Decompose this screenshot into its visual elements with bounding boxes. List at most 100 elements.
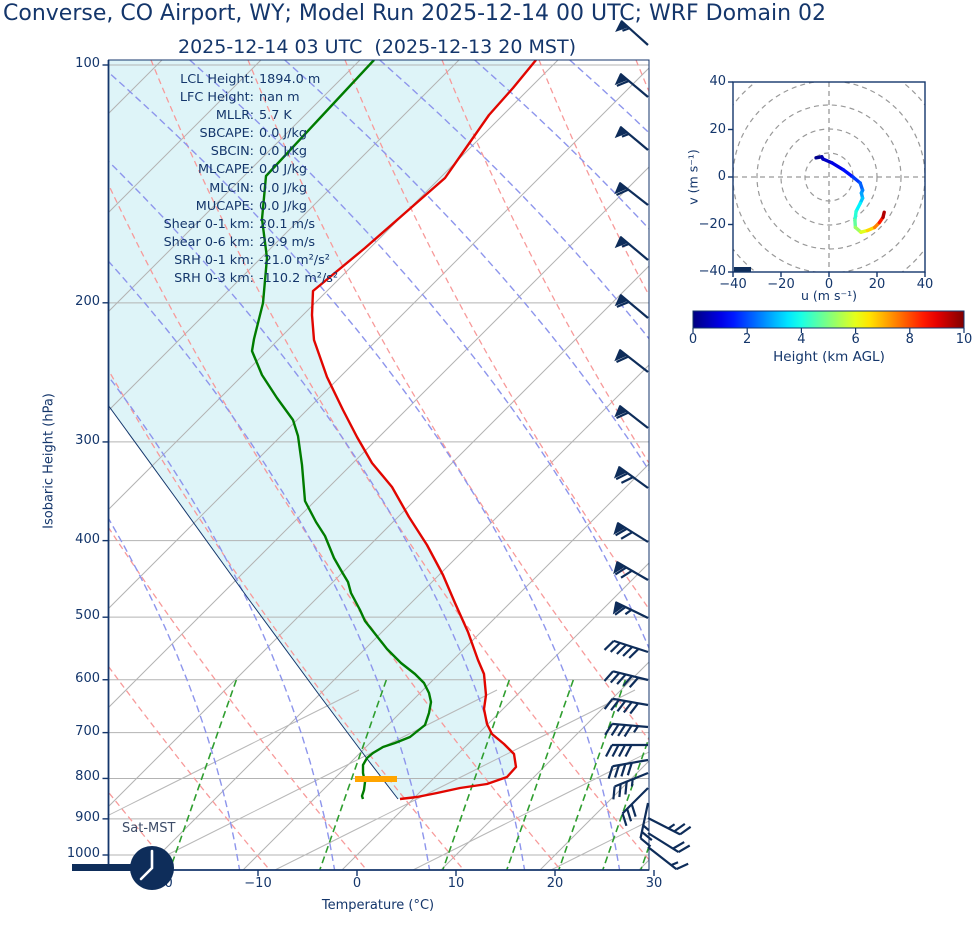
hodograph-v-tick-label: −20 xyxy=(698,216,726,232)
diagnostic-value: -21.0 m²/s² xyxy=(259,252,330,268)
run-start-label: Sat-MST xyxy=(122,821,176,836)
diagnostic-row: Shear 0-6 km: 29.9 m/s xyxy=(112,234,338,252)
diagnostic-value: 0.0 J/kg xyxy=(259,180,308,196)
temperature-tick-label: 30 xyxy=(645,876,663,891)
diagnostic-label: Shear 0-1 km: xyxy=(163,216,254,232)
diagnostic-label: LFC Height: xyxy=(179,90,254,106)
pressure-tick-label: 800 xyxy=(75,769,100,785)
pressure-tick-label: 500 xyxy=(75,608,100,624)
diagnostic-row: LFC Height: nan m xyxy=(112,89,338,107)
diagnostic-row: MLLR: 5.7 K xyxy=(112,107,338,125)
diagnostic-row: LCL Height: 1894.0 m xyxy=(112,71,338,89)
hodograph-u-tick-label: −20 xyxy=(767,277,795,292)
hodograph-u-axis-label: u (m s⁻¹) xyxy=(801,288,857,303)
wind-barb xyxy=(603,697,649,715)
clock-icon xyxy=(60,838,190,904)
diagnostic-value: 29.9 m/s xyxy=(259,234,316,250)
wind-barb xyxy=(604,722,649,738)
temperature-tick-label: 0 xyxy=(352,876,362,891)
diagnostic-label: SRH 0-1 km: xyxy=(174,252,254,268)
colorbar-label: Height (km AGL) xyxy=(773,349,885,365)
wind-barb xyxy=(605,743,648,758)
pressure-tick-label: 400 xyxy=(75,531,100,547)
temperature-profile-line xyxy=(310,60,537,801)
hodograph-trace xyxy=(814,155,886,234)
diagnostic-label: MUCAPE: xyxy=(195,198,254,214)
wind-barb xyxy=(614,236,649,261)
diagnostic-row: MLCIN: 0.0 J/kg xyxy=(112,180,338,198)
diagnostic-label: MLCIN: xyxy=(209,180,254,196)
hodograph-u-tick-label: 20 xyxy=(868,277,886,292)
wind-barb xyxy=(603,670,649,689)
hodograph-v-tick-label: 40 xyxy=(709,74,726,89)
diagnostic-row: SRH 0-1 km: -21.0 m²/s² xyxy=(112,252,338,270)
wind-barbs xyxy=(603,20,692,871)
diagnostic-label: SBCIN: xyxy=(210,144,254,160)
colorbar-tick-label: 2 xyxy=(743,332,752,347)
figure-title: Converse, CO Airport, WY; Model Run 2025… xyxy=(3,1,827,26)
hodograph-u-tick-label: −40 xyxy=(719,277,747,292)
wind-barb xyxy=(613,561,649,581)
diagnostic-row: Shear 0-1 km: 20.1 m/s xyxy=(112,216,338,234)
temperature-tick-label: 20 xyxy=(546,876,564,891)
parcel-profile-line xyxy=(108,404,399,800)
diagnostic-row: SRH 0-3 km: -110.2 m²/s² xyxy=(112,270,338,288)
cin-shade-region xyxy=(108,60,536,799)
colorbar-tick-label: 10 xyxy=(955,332,972,347)
figure-subtitle: 2025-12-14 03 UTC (2025-12-13 20 MST) xyxy=(178,36,576,58)
wind-barb xyxy=(639,802,653,848)
hodograph-v-tick-label: 20 xyxy=(709,121,726,137)
wind-barb xyxy=(614,348,649,373)
wind-barb xyxy=(614,73,649,98)
hodograph-v-tick-label: −40 xyxy=(698,264,726,279)
wind-barb xyxy=(647,832,691,854)
temperature-tick-label: 10 xyxy=(447,876,465,891)
diagnostic-value: 1894.0 m xyxy=(259,72,321,87)
pressure-tick-label: 900 xyxy=(75,809,100,825)
diagnostic-label: SBCAPE: xyxy=(199,126,254,142)
hodograph xyxy=(728,81,926,277)
colorbar-tick-label: 4 xyxy=(797,332,806,347)
colorbar-tick-label: 6 xyxy=(851,332,860,347)
diagnostic-value: 0.0 J/kg xyxy=(259,126,308,142)
wind-barb xyxy=(614,126,649,151)
diagnostic-row: SBCAPE: 0.0 J/kg xyxy=(112,125,338,143)
diagnostic-label: MLLR: xyxy=(215,108,254,124)
diagnostic-label: MLCAPE: xyxy=(198,162,254,178)
pressure-tick-label: 700 xyxy=(75,723,100,739)
dewpoint-profile-line xyxy=(250,60,433,800)
colorbar-tick-label: 0 xyxy=(688,332,698,347)
diagnostic-row: SBCIN: 0.0 J/kg xyxy=(112,143,338,161)
pressure-tick-label: 200 xyxy=(75,293,100,309)
wind-barb xyxy=(612,771,649,800)
hodograph-u-tick-label: 0 xyxy=(824,277,834,292)
pressure-tick-label: 300 xyxy=(75,432,100,448)
diagnostic-value: 0.0 J/kg xyxy=(259,162,308,178)
hodograph-u-tick-label: 40 xyxy=(916,277,934,292)
diagnostic-value: nan m xyxy=(259,90,300,106)
skewt-grid xyxy=(108,60,649,870)
temperature-axis-label: Temperature (°C) xyxy=(321,898,435,913)
pressure-axis-label: Isobaric Height (hPa) xyxy=(41,393,57,529)
temperature-tick-label: −10 xyxy=(244,876,272,891)
wind-barb xyxy=(615,20,649,46)
wind-barb xyxy=(613,521,649,543)
wind-barb xyxy=(603,639,649,659)
colorbar-tick-label: 8 xyxy=(905,332,914,347)
diagnostic-value: 0.0 J/kg xyxy=(259,144,308,160)
diagnostic-value: 20.1 m/s xyxy=(259,216,316,232)
wind-barb xyxy=(614,294,649,319)
diagnostic-value: 0.0 J/kg xyxy=(259,198,308,214)
pressure-tick-label: 600 xyxy=(75,670,100,686)
wind-barb xyxy=(621,787,649,827)
wind-barb xyxy=(614,181,649,206)
pressure-tick-label: 100 xyxy=(75,56,100,71)
pressure-tick-label: 1000 xyxy=(66,846,100,861)
wind-barb xyxy=(647,817,692,836)
diagnostics-panel: LCL Height: 1894.0 m LFC Height: nan m MLLR:… xyxy=(112,71,338,288)
wind-barb xyxy=(612,601,649,619)
height-colorbar xyxy=(692,310,965,333)
hodograph-corner-marker xyxy=(734,267,751,272)
hodograph-v-tick-label: 0 xyxy=(717,169,726,184)
